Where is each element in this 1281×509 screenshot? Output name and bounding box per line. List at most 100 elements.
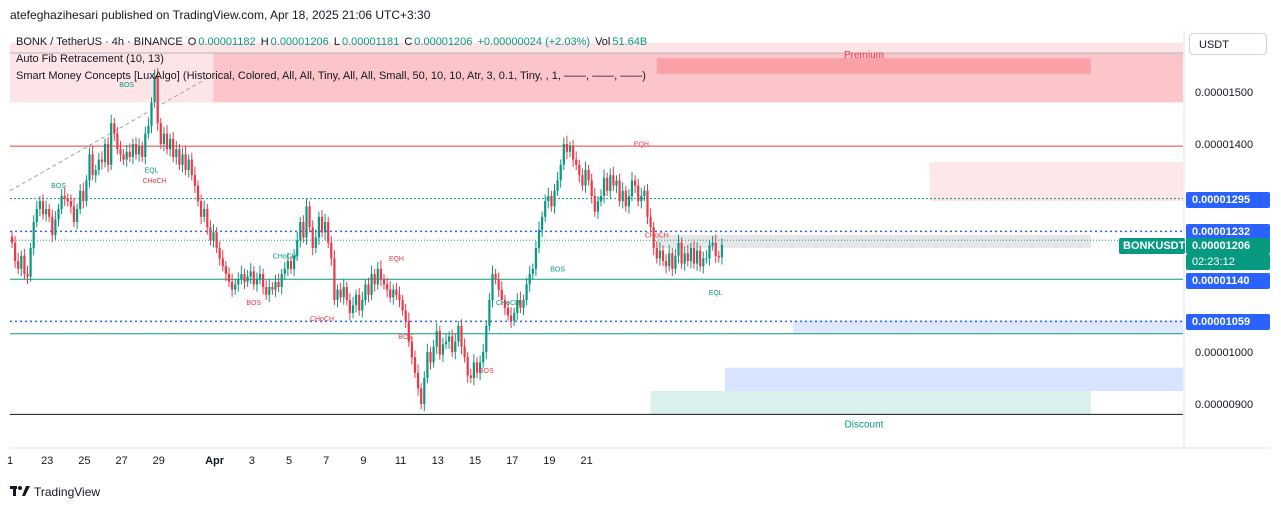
volume-value: 51.64B xyxy=(612,36,648,48)
structure-label-choch: CHoCH xyxy=(645,233,669,240)
candle-body xyxy=(243,274,246,282)
candle-body xyxy=(320,216,324,233)
structure-label-bos: BOS xyxy=(398,334,413,341)
candle-body xyxy=(169,138,172,150)
candle-body xyxy=(311,227,314,248)
candle-body xyxy=(522,300,525,308)
candle-body xyxy=(289,261,293,269)
structure-label-choch: CHoCH xyxy=(496,300,520,307)
candle-body xyxy=(224,266,227,274)
candle-body xyxy=(218,248,221,259)
candle-body xyxy=(107,144,110,165)
candle-body xyxy=(51,216,54,235)
price-axis-label: 0.00000900 xyxy=(1195,399,1253,411)
candle-body xyxy=(38,201,41,209)
candle-body xyxy=(438,331,441,355)
bearish-order-block-top xyxy=(656,58,1091,74)
candle-body xyxy=(274,281,277,290)
price-axis-label: 0.00001000 xyxy=(1195,347,1253,359)
symbol-legend[interactable]: BONK / TetherUS · 4h · BINANCE O 0.000011… xyxy=(16,36,649,48)
candle-body xyxy=(317,216,320,238)
candle-body xyxy=(131,144,134,157)
time-axis-label: 23 xyxy=(41,455,53,467)
candle-body xyxy=(231,281,234,290)
candle-body xyxy=(435,331,438,347)
time-axis-label: 15 xyxy=(469,455,481,467)
candle-body xyxy=(162,133,165,144)
candle-body xyxy=(547,196,550,202)
candle-body xyxy=(550,196,553,207)
candle-body xyxy=(215,232,218,248)
candle-body xyxy=(125,151,128,160)
candle-body xyxy=(392,289,395,298)
volume-label: Vol xyxy=(595,36,611,48)
candle-body xyxy=(119,149,122,155)
candle-body xyxy=(720,244,723,258)
candle-body xyxy=(420,388,423,404)
candle-body xyxy=(494,274,497,280)
candle-body xyxy=(658,250,661,259)
structure-label-eql: EQL xyxy=(144,168,158,175)
candle-body xyxy=(497,279,500,290)
structure-label-bos: BOS xyxy=(246,300,261,307)
candle-body xyxy=(528,274,531,285)
candles-group xyxy=(10,68,723,412)
structure-label-bos: BOS xyxy=(479,368,494,375)
candle-body xyxy=(32,222,35,248)
candle-body xyxy=(448,336,451,342)
premium-label: Premium xyxy=(844,50,884,61)
price-badge-1232: 0.00001232 xyxy=(1186,224,1270,240)
candle-body xyxy=(451,336,454,352)
candle-body xyxy=(66,198,69,202)
candle-body xyxy=(417,372,420,389)
candle-body xyxy=(423,378,426,404)
symbol-title[interactable]: BONK / TetherUS · 4h · BINANCE xyxy=(16,36,183,48)
candle-body xyxy=(203,209,206,217)
candle-body xyxy=(57,209,60,220)
candle-body xyxy=(190,159,193,176)
premium-order-block xyxy=(213,53,1183,103)
candle-body xyxy=(314,237,317,248)
candle-body xyxy=(460,326,463,347)
candle-body xyxy=(606,177,609,191)
time-axis-label: 27 xyxy=(115,455,127,467)
candle-body xyxy=(593,196,596,212)
time-axis-label: 17 xyxy=(506,455,518,467)
close-value: 0.00001206 xyxy=(414,36,473,48)
candle-body xyxy=(581,175,584,186)
candle-body xyxy=(76,209,79,222)
time-axis-label: Apr xyxy=(205,455,225,467)
candle-body xyxy=(395,289,398,295)
candle-body xyxy=(624,190,627,207)
candle-body xyxy=(711,242,714,246)
candle-body xyxy=(376,268,379,285)
candle-body xyxy=(212,232,215,241)
candle-body xyxy=(432,346,435,363)
candle-body xyxy=(10,236,14,243)
candle-body xyxy=(82,190,85,202)
currency-button[interactable]: USDT xyxy=(1189,33,1267,55)
candle-body xyxy=(680,242,683,264)
candle-body xyxy=(116,133,119,150)
candle-body xyxy=(97,159,100,170)
candle-body xyxy=(48,209,51,217)
candle-body xyxy=(153,76,156,103)
indicator-fib-legend[interactable]: Auto Fib Retracement (10, 13) xyxy=(16,53,164,65)
candle-body xyxy=(525,284,528,300)
candle-body xyxy=(17,261,20,269)
candle-body xyxy=(386,284,389,290)
candle-body xyxy=(268,287,271,295)
candle-body xyxy=(500,289,503,300)
candle-body xyxy=(138,146,141,155)
candle-body xyxy=(661,250,665,261)
bullish-order-block-lower xyxy=(725,367,1183,391)
indicator-smc-legend[interactable]: Smart Money Concepts [LuxAlgo] (Historic… xyxy=(16,70,646,82)
candle-body xyxy=(252,271,255,285)
candle-body xyxy=(584,170,587,186)
high-value: 0.00001206 xyxy=(270,36,329,48)
discount-label: Discount xyxy=(845,419,884,430)
candle-body xyxy=(590,180,593,196)
candle-body xyxy=(144,133,147,157)
candle-body xyxy=(488,300,491,326)
